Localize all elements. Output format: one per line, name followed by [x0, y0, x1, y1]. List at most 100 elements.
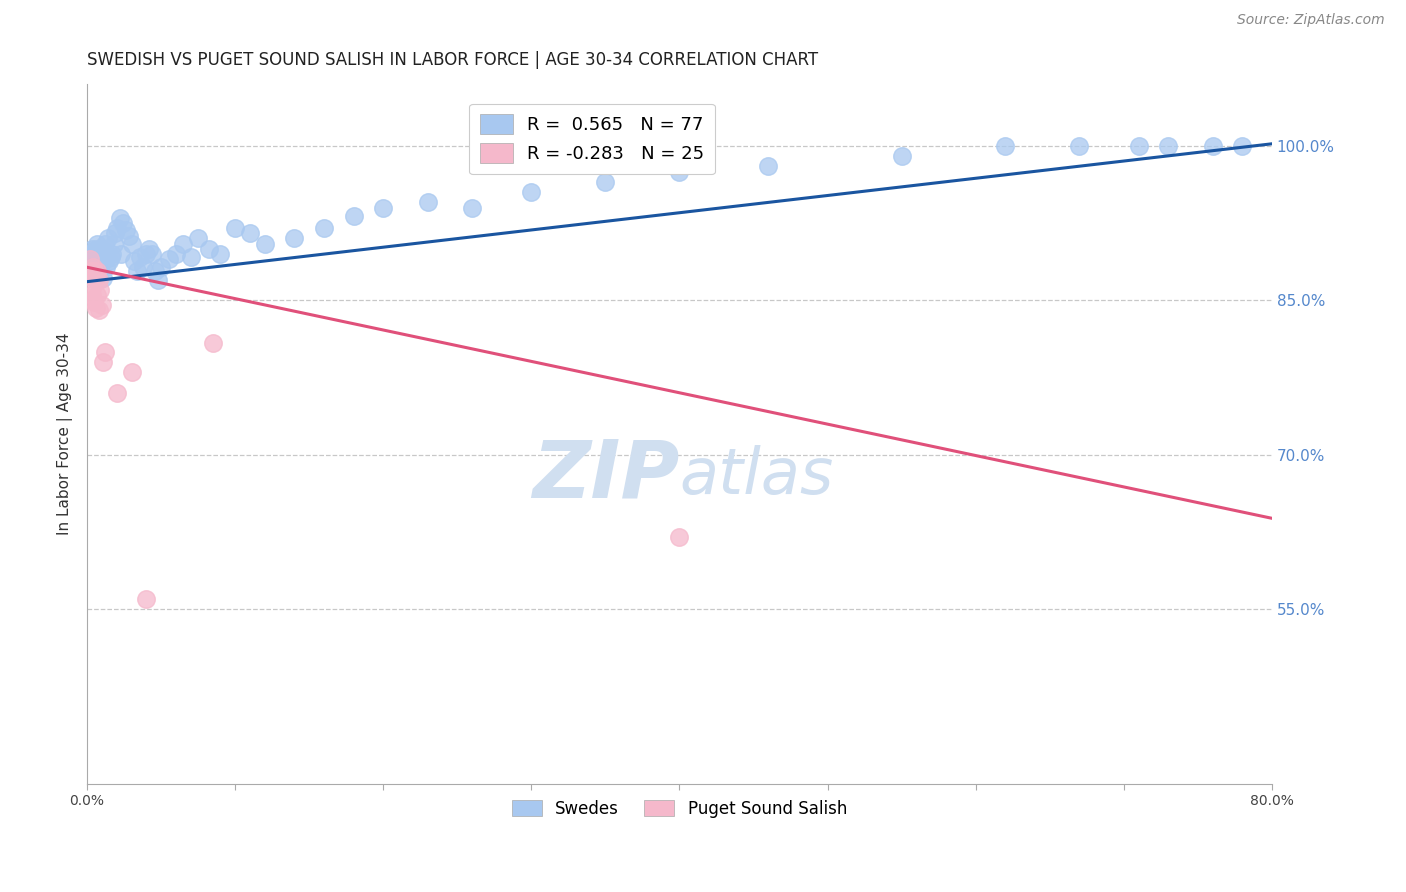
- Point: [105, 221, 128, 235]
- Point: [80, 260, 103, 275]
- Point: [82, 270, 104, 285]
- Point: [143, 264, 166, 278]
- Point: [93, 247, 115, 261]
- Point: [1128, 139, 1150, 153]
- Point: [79, 252, 101, 266]
- Point: [1232, 139, 1254, 153]
- Point: [165, 247, 187, 261]
- Point: [96, 260, 118, 275]
- Point: [87, 244, 110, 258]
- Point: [110, 247, 132, 261]
- Point: [89, 252, 111, 266]
- Point: [343, 209, 366, 223]
- Point: [103, 236, 125, 251]
- Point: [101, 247, 124, 261]
- Point: [82, 260, 104, 275]
- Point: [520, 185, 543, 199]
- Point: [86, 236, 108, 251]
- Point: [86, 288, 108, 302]
- Point: [84, 301, 107, 316]
- Point: [90, 298, 112, 312]
- Point: [172, 236, 194, 251]
- Text: Source: ZipAtlas.com: Source: ZipAtlas.com: [1237, 13, 1385, 28]
- Point: [209, 247, 232, 261]
- Point: [82, 255, 104, 269]
- Point: [224, 221, 246, 235]
- Point: [141, 247, 163, 261]
- Point: [756, 160, 779, 174]
- Legend: Swedes, Puget Sound Salish: Swedes, Puget Sound Salish: [505, 793, 853, 824]
- Point: [135, 591, 157, 606]
- Point: [89, 283, 111, 297]
- Point: [1201, 139, 1223, 153]
- Point: [96, 252, 118, 266]
- Point: [595, 175, 617, 189]
- Point: [994, 139, 1017, 153]
- Point: [461, 201, 484, 215]
- Point: [84, 270, 107, 285]
- Point: [80, 264, 103, 278]
- Point: [83, 254, 105, 268]
- Point: [82, 250, 104, 264]
- Point: [83, 264, 105, 278]
- Point: [129, 250, 152, 264]
- Point: [100, 250, 122, 264]
- Point: [79, 247, 101, 261]
- Point: [97, 231, 120, 245]
- Point: [94, 236, 117, 251]
- Point: [83, 295, 105, 310]
- Point: [121, 365, 143, 379]
- Point: [111, 216, 134, 230]
- Point: [180, 250, 202, 264]
- Point: [105, 385, 128, 400]
- Point: [668, 530, 690, 544]
- Text: atlas: atlas: [679, 445, 834, 507]
- Point: [124, 254, 146, 268]
- Point: [80, 242, 103, 256]
- Point: [253, 236, 276, 251]
- Point: [373, 201, 395, 215]
- Point: [1069, 139, 1091, 153]
- Point: [98, 254, 121, 268]
- Point: [1157, 139, 1180, 153]
- Point: [135, 247, 157, 261]
- Point: [150, 260, 173, 275]
- Point: [79, 264, 101, 278]
- Point: [82, 247, 104, 261]
- Point: [121, 236, 143, 251]
- Point: [87, 303, 110, 318]
- Point: [93, 355, 115, 369]
- Point: [80, 281, 103, 295]
- Point: [90, 242, 112, 256]
- Point: [86, 254, 108, 268]
- Point: [84, 264, 107, 278]
- Point: [83, 257, 105, 271]
- Point: [312, 221, 335, 235]
- Point: [239, 227, 262, 241]
- Point: [86, 264, 108, 278]
- Point: [108, 211, 131, 225]
- Text: ZIP: ZIP: [531, 437, 679, 515]
- Point: [283, 231, 305, 245]
- Point: [157, 252, 180, 266]
- Point: [132, 260, 155, 275]
- Point: [84, 250, 107, 264]
- Point: [83, 244, 105, 258]
- Point: [82, 293, 104, 308]
- Point: [84, 242, 107, 256]
- Point: [668, 164, 690, 178]
- Point: [138, 242, 160, 256]
- Point: [93, 270, 115, 285]
- Point: [114, 223, 136, 237]
- Y-axis label: In Labor Force | Age 30-34: In Labor Force | Age 30-34: [58, 333, 73, 535]
- Point: [89, 262, 111, 277]
- Text: SWEDISH VS PUGET SOUND SALISH IN LABOR FORCE | AGE 30-34 CORRELATION CHART: SWEDISH VS PUGET SOUND SALISH IN LABOR F…: [87, 51, 818, 69]
- Point: [187, 231, 209, 245]
- Point: [80, 288, 103, 302]
- Point: [87, 257, 110, 271]
- Point: [94, 344, 117, 359]
- Point: [86, 247, 108, 261]
- Point: [146, 272, 169, 286]
- Point: [117, 229, 139, 244]
- Point: [90, 254, 112, 268]
